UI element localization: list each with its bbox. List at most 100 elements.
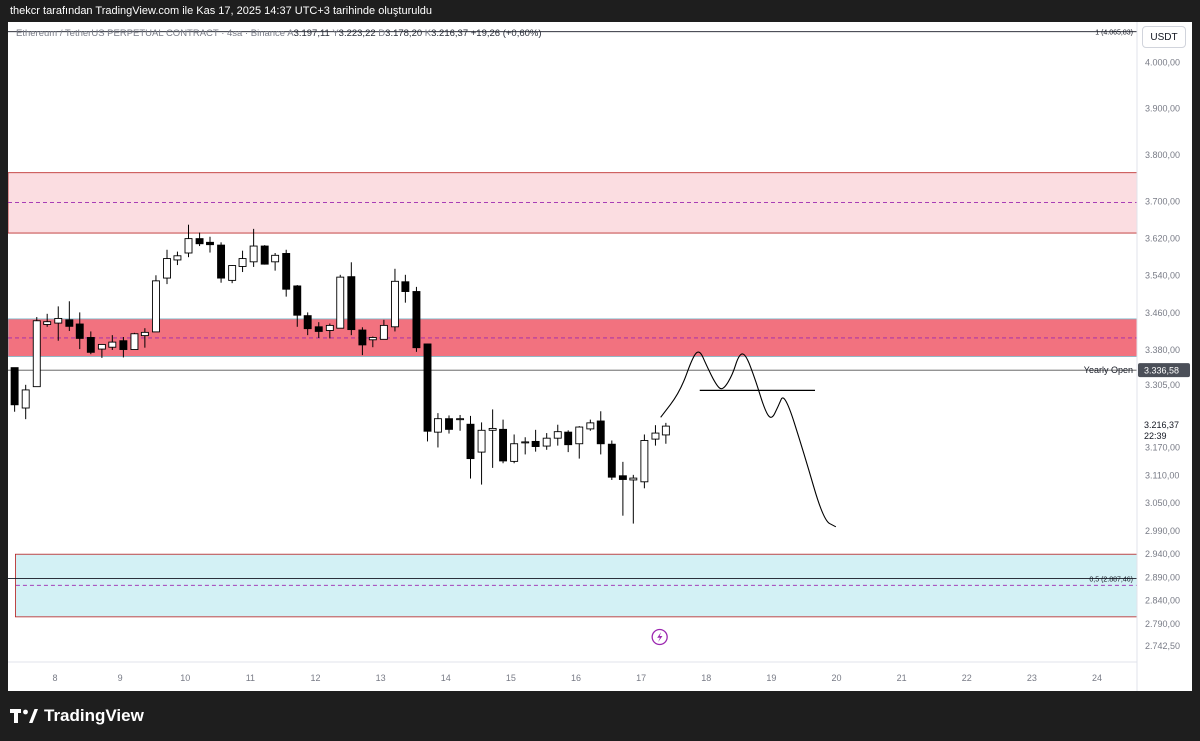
candle-bullish — [542, 437, 551, 447]
candle-bearish — [618, 475, 627, 480]
close-value: 3.216,37 — [431, 28, 469, 39]
tradingview-logo[interactable]: TradingView — [10, 706, 144, 726]
price-tick-label: 2.990,00 — [1145, 526, 1180, 536]
time-tick-label: 21 — [897, 673, 907, 683]
time-tick-label: 18 — [701, 673, 711, 683]
symbol-name: Ethereum / TetherUS PERPETUAL CONTRACT ·… — [16, 28, 286, 39]
candle-bullish — [249, 245, 258, 263]
high-label: Y — [332, 28, 339, 39]
open-label: A — [287, 28, 294, 39]
candle-bullish — [43, 321, 52, 325]
time-tick-label: 8 — [52, 673, 57, 683]
time-tick-label: 12 — [310, 673, 320, 683]
candle-bullish — [640, 440, 649, 483]
candle-bullish — [586, 422, 595, 430]
candle-bullish — [130, 333, 139, 350]
price-axis — [1137, 22, 1192, 691]
time-tick-label: 24 — [1092, 673, 1102, 683]
price-tick-label: 2.890,00 — [1145, 572, 1180, 582]
candle-bullish — [433, 418, 442, 433]
candle-bullish — [54, 317, 63, 324]
candle-bullish — [173, 255, 182, 261]
candle-bearish — [596, 420, 605, 445]
time-tick-label: 14 — [441, 673, 451, 683]
candle-bearish — [260, 245, 269, 265]
share-caption: thekcr tarafından TradingView.com ile Ka… — [10, 5, 433, 17]
candle-bearish — [75, 323, 84, 339]
symbol-legend: Ethereum / TetherUS PERPETUAL CONTRACT ·… — [16, 28, 542, 39]
price-tick-label: 3.540,00 — [1145, 271, 1180, 281]
candle-bearish — [347, 276, 356, 331]
candle-bearish — [282, 253, 291, 290]
last-price-badge-text: 3.216,37 — [1144, 420, 1179, 430]
candle-bearish — [358, 329, 367, 346]
candle-bearish — [466, 423, 475, 460]
open-value: 3.197,11 — [293, 28, 330, 39]
candle-bullish — [661, 425, 670, 436]
price-tick-label: 2.940,00 — [1145, 549, 1180, 559]
candle-bullish — [140, 331, 149, 337]
time-tick-label: 20 — [831, 673, 841, 683]
candle-bullish — [21, 389, 30, 409]
candle-bullish — [379, 324, 388, 340]
fib-half-label: 0,5 (2.887,46) — [1089, 577, 1133, 584]
candle-bullish — [271, 254, 280, 263]
yearly-open-badge-text: 3.336,58 — [1144, 366, 1179, 376]
candle-bullish — [510, 443, 519, 462]
change-value: +19,26 (+0,60%) — [470, 28, 542, 39]
price-tick-label: 2.742,50 — [1145, 641, 1180, 651]
time-tick-label: 13 — [376, 673, 386, 683]
tradingview-logo-icon — [10, 709, 38, 723]
candle-bullish — [488, 427, 497, 431]
candle-bullish — [477, 429, 486, 453]
candle-bearish — [607, 443, 616, 478]
candle-bullish — [238, 258, 247, 267]
candle-bullish — [336, 276, 345, 329]
time-tick-label: 23 — [1027, 673, 1037, 683]
chart-panel[interactable]: 1 (4.065,83)0,5 (2.887,46)Yearly Open4.1… — [8, 22, 1192, 691]
tradingview-brand: TradingView — [44, 706, 144, 725]
time-tick-label: 15 — [506, 673, 516, 683]
close-label: K — [424, 28, 432, 39]
time-tick-label: 16 — [571, 673, 581, 683]
candle-bullish — [553, 431, 562, 439]
price-tick-label: 2.790,00 — [1145, 619, 1180, 629]
candle-bullish — [32, 320, 41, 388]
candle-bullish — [651, 432, 660, 440]
upper-resistance-zone — [8, 172, 1138, 234]
price-tick-label: 3.620,00 — [1145, 234, 1180, 244]
time-tick-label: 9 — [118, 673, 123, 683]
candle-bearish — [10, 367, 19, 406]
candle-bearish — [314, 326, 323, 332]
time-tick-label: 17 — [636, 673, 646, 683]
price-tick-label: 3.170,00 — [1145, 442, 1180, 452]
yearly-open-badge — [1138, 363, 1190, 378]
low-value: 3.178,20 — [385, 28, 423, 39]
projection-path — [660, 351, 837, 528]
candle-bearish — [401, 281, 410, 292]
price-tick-label: 4.000,00 — [1145, 57, 1180, 67]
time-tick-label: 22 — [962, 673, 972, 683]
time-tick-label: 10 — [180, 673, 190, 683]
candle-bullish — [521, 441, 530, 444]
candle-bearish — [531, 440, 540, 447]
candle-bullish — [108, 341, 117, 348]
candle-bullish — [228, 265, 237, 281]
price-tick-label: 3.700,00 — [1145, 196, 1180, 206]
price-tick-label: 3.380,00 — [1145, 345, 1180, 355]
currency-button[interactable]: USDT — [1142, 26, 1186, 48]
high-value: 3.223,22 — [338, 28, 376, 39]
candle-bearish — [195, 238, 204, 245]
share-caption-bar: thekcr tarafından TradingView.com ile Ka… — [0, 0, 1200, 22]
low-label: D — [378, 28, 386, 39]
candle-bearish — [423, 343, 432, 432]
candle-bearish — [206, 241, 214, 246]
candle-bullish — [163, 258, 171, 279]
last-price-badge — [1138, 416, 1191, 443]
yearly-open-label: Yearly Open — [1084, 365, 1133, 375]
candle-bearish — [499, 428, 508, 462]
price-chart[interactable]: 1 (4.065,83)0,5 (2.887,46)Yearly Open4.1… — [8, 22, 1192, 691]
candle-bearish — [303, 315, 312, 330]
price-tick-label: 3.305,00 — [1145, 380, 1180, 390]
candle-bullish — [456, 418, 465, 421]
